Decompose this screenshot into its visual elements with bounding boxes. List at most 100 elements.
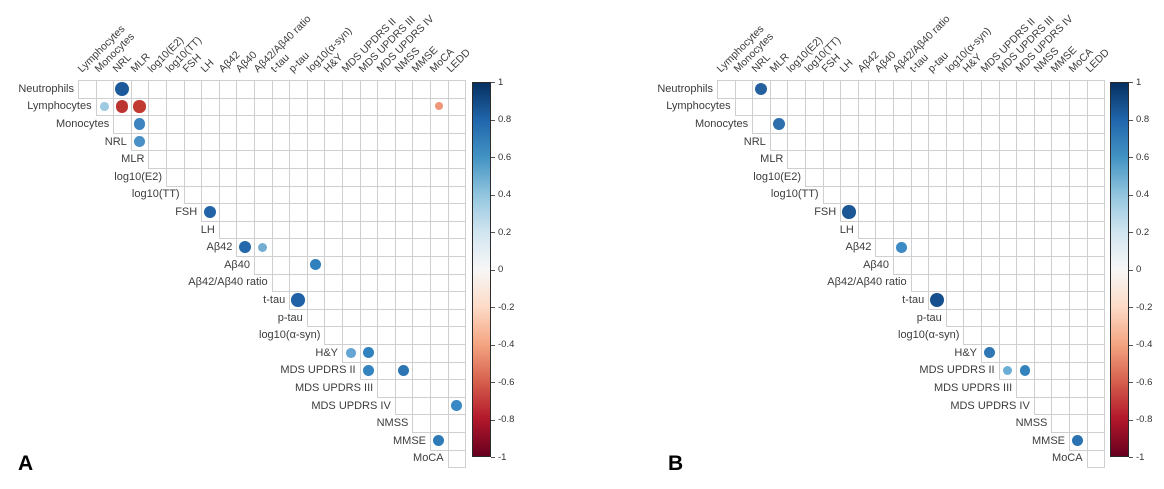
matrix-cell xyxy=(717,80,736,99)
matrix-cell xyxy=(1016,115,1035,134)
matrix-cell xyxy=(324,168,343,187)
row-label-a-42-a-40-ratio: Aβ42/Aβ40 ratio xyxy=(827,276,907,289)
corr-dot-monocytes--mlr xyxy=(772,118,785,130)
corr-dot-a-40--log10-syn xyxy=(310,259,321,271)
matrix-cell xyxy=(218,97,238,117)
matrix-cell xyxy=(875,203,894,222)
matrix-cell xyxy=(981,132,1000,152)
colorbar-tick-label: -1 xyxy=(1136,451,1145,463)
matrix-cell xyxy=(893,80,912,99)
matrix-cell xyxy=(271,80,291,99)
matrix-cell xyxy=(201,150,220,169)
matrix-cell xyxy=(95,80,115,99)
row-label-monocytes: Monocytes xyxy=(56,118,110,130)
matrix-cell xyxy=(1086,396,1106,416)
matrix-cell xyxy=(893,256,912,275)
colorbar-tick-label: 0 xyxy=(498,264,504,275)
row-label-mds-updrs-ii: MDS UPDRS II xyxy=(280,364,356,377)
matrix-cell xyxy=(998,308,1018,328)
matrix-cell xyxy=(377,361,396,381)
matrix-cell xyxy=(394,273,414,293)
matrix-cell xyxy=(1033,115,1053,134)
matrix-cell xyxy=(324,132,343,152)
colorbar-tick xyxy=(491,157,495,158)
corr-dot-h-y--mds-updrs-ii xyxy=(984,347,996,359)
matrix-cell xyxy=(394,326,414,345)
matrix-cell xyxy=(893,115,912,134)
matrix-cell xyxy=(306,115,326,134)
matrix-cell xyxy=(1086,150,1106,169)
matrix-cell xyxy=(201,115,220,134)
matrix-cell xyxy=(254,203,273,222)
colorbar-tick xyxy=(1129,344,1133,346)
matrix-cell xyxy=(1016,291,1035,310)
matrix-cell xyxy=(412,308,431,328)
matrix-cell xyxy=(254,168,273,187)
matrix-cell xyxy=(306,308,326,328)
matrix-cell xyxy=(998,97,1018,117)
colorbar-tick-label: -0.6 xyxy=(1136,376,1153,388)
matrix-cell xyxy=(412,203,431,222)
matrix-cell xyxy=(1051,396,1070,416)
matrix-cell xyxy=(359,256,379,275)
matrix-cell xyxy=(236,115,255,134)
matrix-cell xyxy=(1069,256,1088,275)
matrix-cell xyxy=(1051,203,1070,222)
matrix-cell xyxy=(430,273,449,293)
matrix-cell xyxy=(447,115,467,134)
matrix-cell xyxy=(1051,132,1070,152)
matrix-cell xyxy=(412,344,431,363)
matrix-cell xyxy=(359,291,379,310)
matrix-cell xyxy=(218,185,238,205)
matrix-cell xyxy=(857,115,877,134)
matrix-cell xyxy=(377,308,396,328)
matrix-cell xyxy=(447,220,467,240)
matrix-cell xyxy=(1069,220,1088,240)
matrix-cell xyxy=(998,132,1018,152)
matrix-cell xyxy=(306,185,326,205)
colorbar-tick-label: 1 xyxy=(1136,76,1142,88)
matrix-cell xyxy=(1051,273,1070,293)
matrix-cell xyxy=(289,220,308,240)
corr-dot-a-42--a-40 xyxy=(239,241,252,254)
corr-dot-mds-updrs-ii--mds-updrs-iii xyxy=(1002,365,1012,375)
matrix-cell xyxy=(928,273,947,293)
matrix-cell xyxy=(1051,361,1070,381)
matrix-cell xyxy=(148,80,167,99)
row-label-nmss: NMSS xyxy=(376,417,409,430)
matrix-cell xyxy=(1069,273,1088,293)
matrix-cell xyxy=(1033,308,1053,328)
matrix-cell xyxy=(928,132,947,152)
matrix-cell xyxy=(1069,344,1088,363)
matrix-cell xyxy=(359,97,379,117)
matrix-cell xyxy=(769,97,789,117)
corr-dot-a-42--a-42-a-40-ratio xyxy=(896,241,908,253)
matrix-cell xyxy=(447,97,467,117)
matrix-cell xyxy=(218,115,238,134)
matrix-cell xyxy=(430,308,449,328)
matrix-cell xyxy=(1086,414,1106,433)
matrix-cell xyxy=(945,256,965,275)
matrix-cell xyxy=(447,132,467,152)
matrix-cell xyxy=(1051,379,1070,398)
matrix-cell xyxy=(963,203,982,222)
matrix-cell xyxy=(1086,168,1106,187)
matrix-cell xyxy=(963,132,982,152)
matrix-cell xyxy=(998,185,1018,205)
matrix-cell xyxy=(963,273,982,293)
matrix-cell xyxy=(254,80,273,99)
matrix-cell xyxy=(840,168,859,187)
matrix-cell xyxy=(166,132,185,152)
matrix-cell xyxy=(963,256,982,275)
matrix-cell xyxy=(289,185,308,205)
matrix-cell xyxy=(78,80,97,99)
matrix-cell xyxy=(324,115,343,134)
matrix-cell xyxy=(430,115,449,134)
colorbar xyxy=(1110,82,1129,457)
matrix-cell xyxy=(271,273,291,293)
matrix-cell xyxy=(254,220,273,240)
matrix-cell xyxy=(857,203,877,222)
matrix-cell xyxy=(1069,203,1088,222)
matrix-cell xyxy=(1016,308,1035,328)
matrix-cell xyxy=(1051,115,1070,134)
